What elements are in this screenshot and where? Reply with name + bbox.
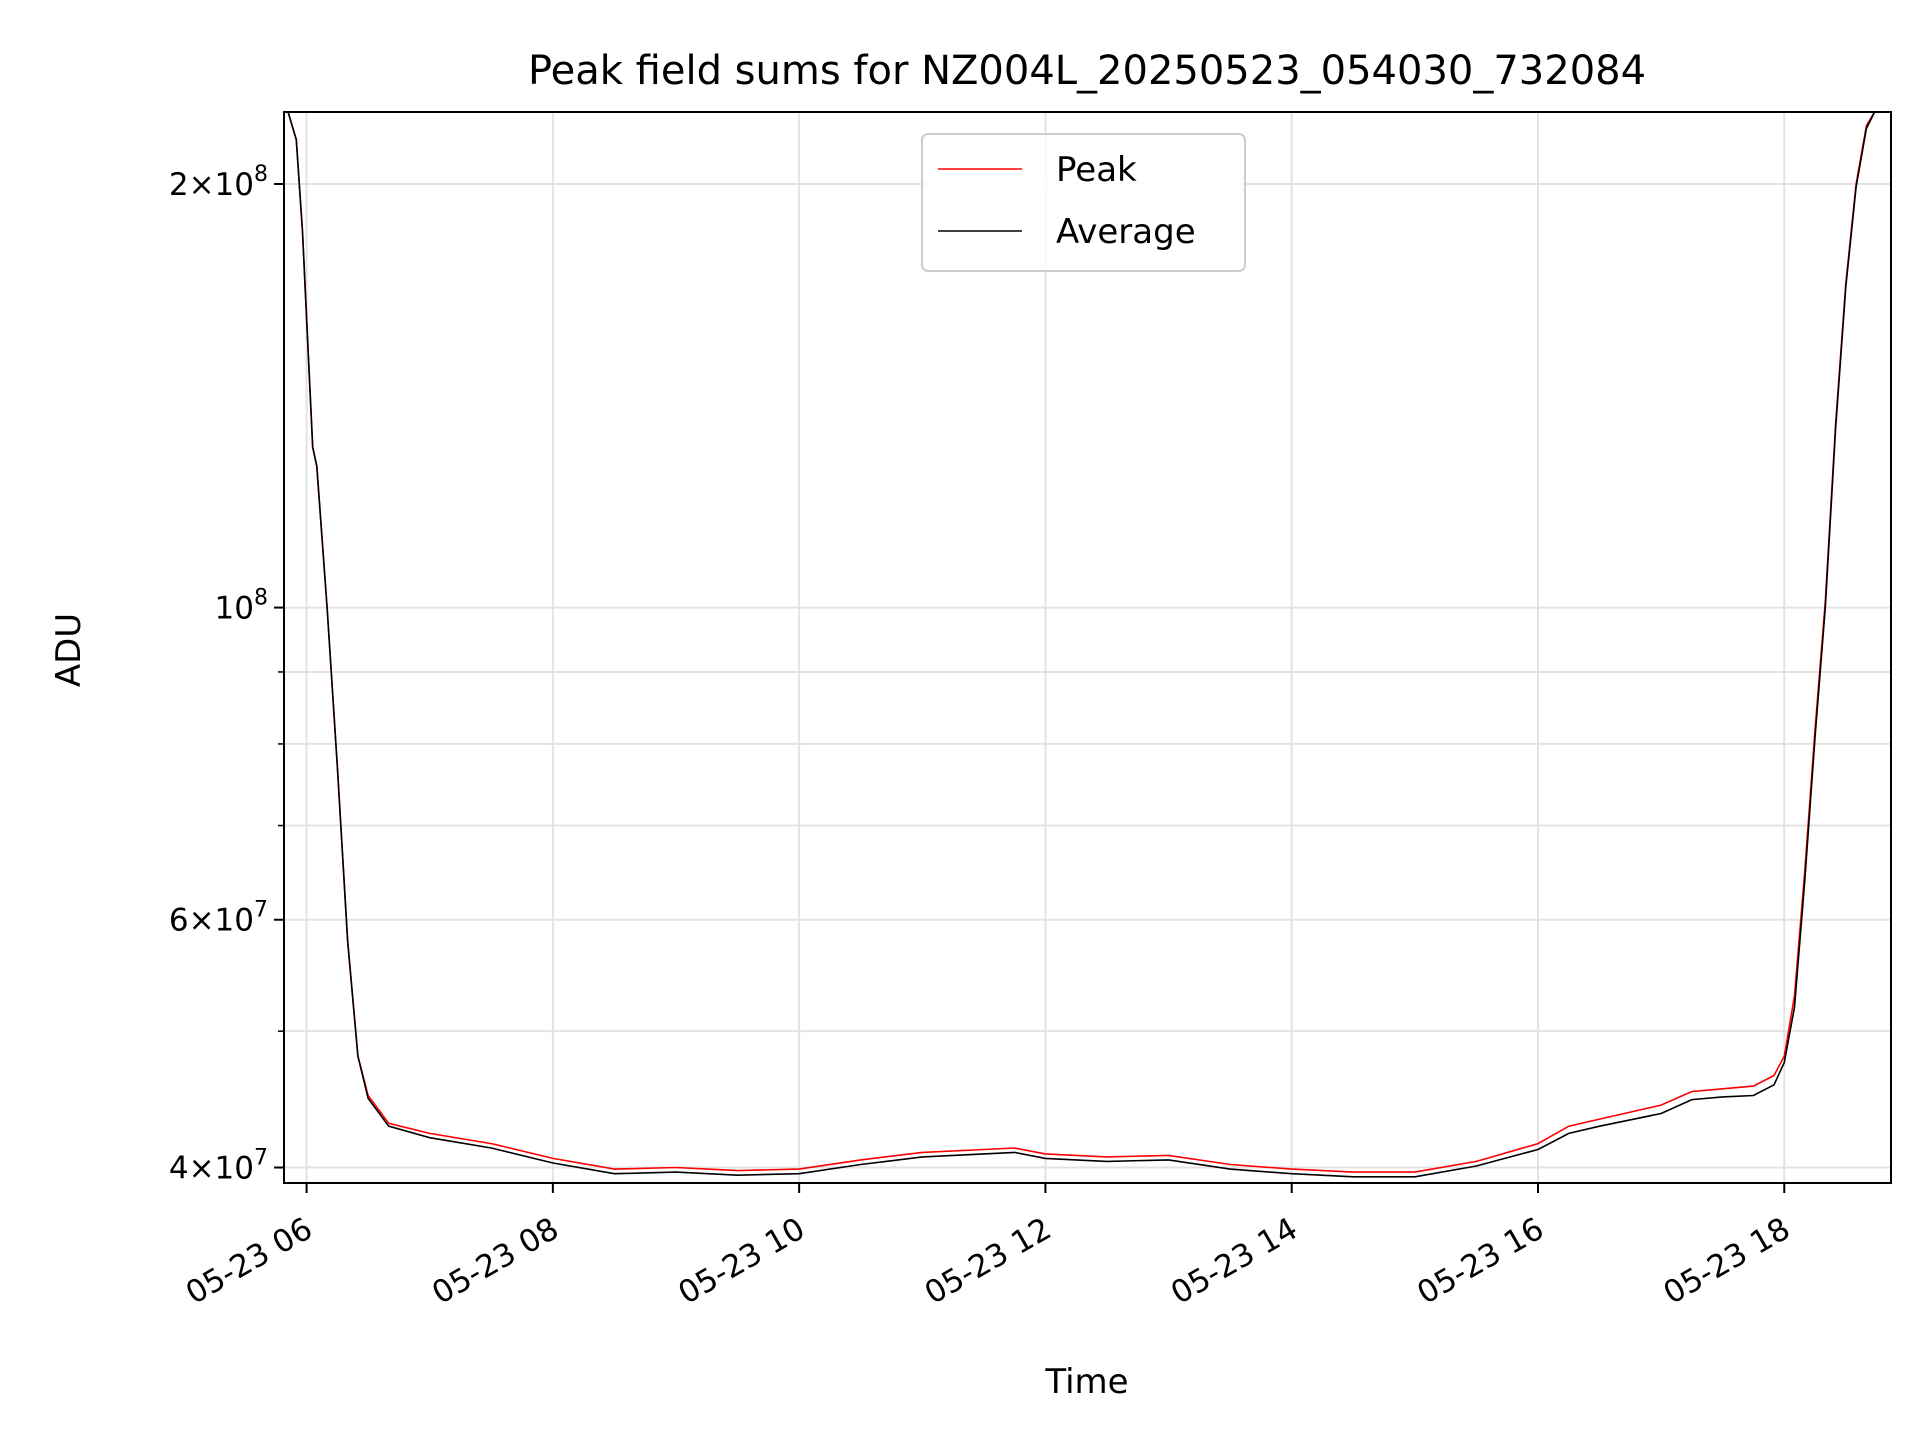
y-tick-label: 108: [215, 586, 268, 627]
x-axis-label: Time: [1044, 1362, 1128, 1402]
legend-label-average: Average: [1056, 212, 1196, 252]
plot-area: [287, 112, 1891, 1178]
y-tick-label: 4×107: [169, 1146, 268, 1187]
y-axis-label: ADU: [49, 613, 89, 687]
y-tick-label: 2×108: [169, 162, 268, 203]
legend: Peak Average: [921, 133, 1246, 272]
chart-title: Peak field sums for NZ004L_20250523_0540…: [528, 48, 1646, 94]
y-tick-label: 6×107: [169, 898, 268, 939]
legend-label-peak: Peak: [1056, 150, 1137, 190]
plot-frame: [283, 111, 1892, 1184]
series-line-average: [287, 112, 1891, 1178]
